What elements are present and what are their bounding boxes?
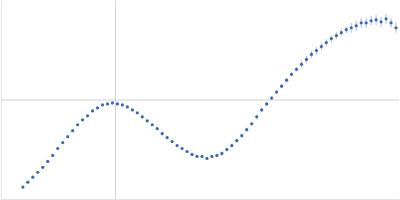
- point: [365, 21, 368, 24]
- point: [394, 26, 397, 29]
- point: [51, 154, 54, 157]
- point: [270, 96, 273, 99]
- point: [310, 53, 313, 56]
- point: [176, 144, 179, 147]
- point: [190, 153, 193, 156]
- point: [355, 24, 358, 27]
- point: [46, 160, 49, 163]
- point: [315, 49, 318, 52]
- point: [340, 31, 343, 34]
- point: [235, 139, 238, 142]
- point: [205, 157, 208, 160]
- point: [171, 140, 174, 143]
- point: [116, 102, 119, 105]
- x-axis: [2, 199, 400, 200]
- point: [185, 150, 188, 153]
- point: [245, 128, 248, 131]
- point: [255, 115, 258, 118]
- point: [101, 103, 104, 106]
- point: [384, 17, 387, 20]
- point: [166, 136, 169, 139]
- point: [141, 115, 144, 118]
- point: [210, 155, 213, 158]
- point: [21, 186, 24, 189]
- grid: [1, 1, 399, 199]
- point: [275, 90, 278, 93]
- point: [156, 127, 159, 130]
- point: [225, 148, 228, 151]
- point: [325, 41, 328, 44]
- point: [285, 79, 288, 82]
- point: [375, 18, 378, 21]
- point: [131, 108, 134, 111]
- point: [36, 171, 39, 174]
- point: [300, 63, 303, 66]
- point: [31, 176, 34, 179]
- point: [195, 155, 198, 158]
- point: [126, 105, 129, 108]
- point: [111, 101, 114, 104]
- point: [180, 147, 183, 150]
- point: [215, 154, 218, 157]
- point: [161, 132, 164, 135]
- point: [389, 21, 392, 24]
- point: [335, 34, 338, 37]
- point: [350, 26, 353, 29]
- point: [86, 114, 89, 117]
- point: [106, 102, 109, 105]
- point: [91, 109, 94, 112]
- point: [260, 108, 263, 111]
- point: [26, 181, 29, 184]
- point: [250, 122, 253, 125]
- point: [345, 28, 348, 31]
- point: [56, 147, 59, 150]
- grid-line-y: [1, 100, 399, 101]
- point: [66, 135, 69, 138]
- point: [330, 37, 333, 40]
- point: [379, 20, 382, 23]
- point: [146, 119, 149, 122]
- point: [71, 129, 74, 132]
- point: [136, 111, 139, 114]
- y-axis-line: [1, 2, 2, 200]
- y-axis: [1, 2, 3, 200]
- point: [280, 85, 283, 88]
- point: [96, 106, 99, 109]
- point: [295, 68, 298, 71]
- point: [360, 21, 363, 24]
- chart: [0, 0, 400, 200]
- point: [220, 152, 223, 155]
- point: [121, 103, 124, 106]
- plot-area: [21, 14, 397, 189]
- point: [240, 134, 243, 137]
- point: [320, 45, 323, 48]
- point: [61, 141, 64, 144]
- point: [230, 144, 233, 147]
- point: [76, 123, 79, 126]
- x-axis-line: [2, 199, 400, 200]
- point: [290, 73, 293, 76]
- point: [41, 166, 44, 169]
- point: [200, 155, 203, 158]
- point: [81, 118, 84, 121]
- point: [305, 58, 308, 61]
- point: [151, 123, 154, 126]
- point: [265, 102, 268, 105]
- point: [370, 19, 373, 22]
